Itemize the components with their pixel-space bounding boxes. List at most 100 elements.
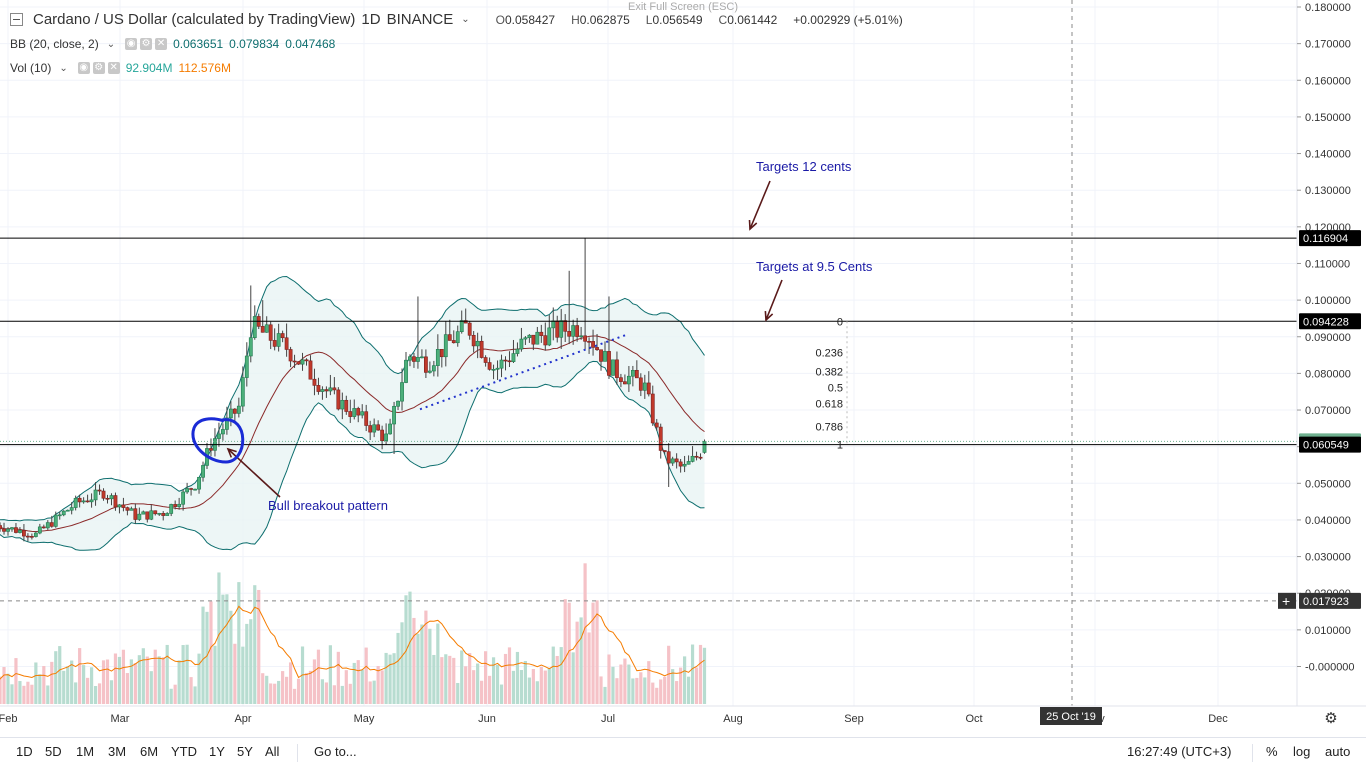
candle <box>169 503 174 517</box>
volume-bar <box>197 653 201 704</box>
candle <box>288 346 293 368</box>
candle-body <box>555 320 560 338</box>
annotation-targets-95[interactable]: Targets at 9.5 Cents <box>756 259 873 274</box>
add-alert-button[interactable]: + <box>1278 592 1296 609</box>
add-alert-box <box>1278 592 1296 609</box>
candle-body <box>304 359 309 362</box>
trendline[interactable] <box>419 333 627 411</box>
gear-icon[interactable]: ⚙ <box>140 38 153 50</box>
range-1y-button[interactable]: 1Y <box>209 744 225 759</box>
clock-label[interactable]: 16:27:49 (UTC+3) <box>1127 744 1232 759</box>
volume-bar <box>161 657 165 704</box>
volume-bar <box>129 659 133 704</box>
time-tick-label: Dec <box>1208 713 1228 725</box>
candle-body <box>388 423 392 435</box>
candle <box>447 319 452 341</box>
volume-bar <box>484 651 488 704</box>
candle <box>193 488 197 491</box>
candle <box>678 458 683 473</box>
goto-button[interactable]: Go to... <box>314 744 357 759</box>
volume-bar <box>22 685 26 704</box>
collapse-legend-icon[interactable] <box>10 13 23 26</box>
interval-label[interactable]: 1D <box>361 11 381 28</box>
volume-bar <box>101 660 106 704</box>
bb-label[interactable]: BB (20, close, 2) <box>10 37 99 51</box>
vol-label[interactable]: Vol (10) <box>10 61 52 75</box>
range-3m-button[interactable]: 3M <box>108 744 127 759</box>
candle <box>272 328 277 351</box>
candle <box>328 374 333 396</box>
candle-body <box>523 337 528 340</box>
candle-body <box>157 513 162 515</box>
exit-fullscreen-hint[interactable]: Exit Full Screen (ESC) <box>628 1 739 13</box>
candle <box>420 349 424 359</box>
candle-body <box>336 389 341 410</box>
volume-bar <box>296 678 301 704</box>
candle-body <box>264 324 269 333</box>
range-6m-button[interactable]: 6M <box>140 744 159 759</box>
candle <box>145 511 150 523</box>
candle <box>280 330 285 343</box>
chevron-down-icon[interactable]: ⌄ <box>106 38 116 50</box>
breakout-highlight-circle[interactable] <box>191 417 245 464</box>
candle-body <box>316 385 321 392</box>
volume-bar <box>70 660 74 704</box>
range-1d-button[interactable]: 1D <box>16 744 33 759</box>
annotation-targets-12[interactable]: Targets 12 cents <box>756 159 852 174</box>
candle <box>125 506 130 516</box>
range-all-button[interactable]: All <box>265 744 280 759</box>
price-label-box <box>1299 436 1361 453</box>
log-toggle[interactable]: log <box>1293 744 1311 759</box>
eye-icon[interactable]: ◉ <box>77 62 90 74</box>
candle-body <box>340 399 345 410</box>
auto-toggle[interactable]: auto <box>1325 744 1351 759</box>
volume-bar <box>396 632 400 704</box>
candle <box>109 493 114 506</box>
symbol-title[interactable]: Cardano / US Dollar (calculated by Tradi… <box>33 11 356 28</box>
candle-body <box>0 525 2 530</box>
range-5d-button[interactable]: 5D <box>45 744 62 759</box>
exchange-label[interactable]: BINANCE <box>386 11 454 28</box>
candle-body <box>181 491 186 505</box>
candle-body <box>332 387 337 391</box>
volume-bar <box>643 677 647 704</box>
close-icon[interactable]: ✕ <box>107 62 120 74</box>
price-axis[interactable]: 0.180000 0.170000 0.160000 0.150000 0.140000… <box>1278 0 1361 706</box>
gear-icon[interactable]: ⚙ <box>1324 709 1337 727</box>
volume-bar <box>360 669 364 704</box>
close-icon[interactable]: ✕ <box>155 38 168 50</box>
time-axis[interactable]: FebMarAprMayJunJulAugSepOctNovDec25 Oct … <box>0 705 1366 727</box>
volume-bar <box>432 654 436 704</box>
chevron-down-icon[interactable]: ⌄ <box>461 14 470 25</box>
volume-bar <box>631 678 635 704</box>
volume-bar <box>420 624 424 704</box>
candle-body <box>296 361 301 365</box>
price-tick-label: 0.180000 <box>1305 2 1351 14</box>
candle-body <box>662 450 667 452</box>
candle-body <box>451 340 456 344</box>
candle <box>22 524 26 542</box>
candle <box>427 361 432 374</box>
candle <box>511 339 516 364</box>
arrow-targets-12[interactable] <box>748 180 771 231</box>
range-ytd-button[interactable]: YTD <box>171 744 197 759</box>
range-1m-button[interactable]: 1M <box>76 744 95 759</box>
candle <box>149 504 154 521</box>
candle <box>662 450 667 455</box>
eye-icon[interactable]: ◉ <box>125 38 138 50</box>
volume-bar <box>364 647 368 704</box>
percent-toggle[interactable]: % <box>1266 744 1278 759</box>
annotation-bull-breakout[interactable]: Bull breakout pattern <box>268 498 388 513</box>
candle-body <box>113 495 118 508</box>
gear-icon[interactable]: ⚙ <box>92 62 105 74</box>
volume-bar <box>671 669 675 704</box>
arrow-targets-95[interactable] <box>764 279 783 322</box>
chevron-down-icon[interactable]: ⌄ <box>59 62 68 74</box>
candle-body <box>487 362 492 370</box>
candle-body <box>459 320 464 332</box>
candle-body <box>6 528 10 532</box>
volume-bar <box>663 676 667 704</box>
ohlc-change: +0.002929 (+5.01%) <box>793 12 903 27</box>
range-5y-button[interactable]: 5Y <box>237 744 253 759</box>
